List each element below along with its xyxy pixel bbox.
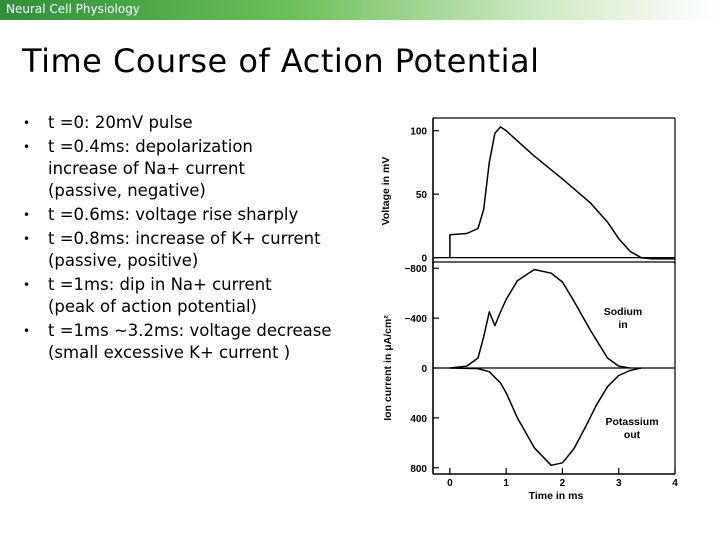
bullet-dot: • <box>23 116 31 130</box>
bullet-line: (passive, negative) <box>48 181 206 200</box>
bullet-line: t =0.8ms: increase of K+ current <box>48 229 321 248</box>
slide-title: Time Course of Action Potential <box>22 42 540 80</box>
bullet-item: • t =0.6ms: voltage rise sharply <box>20 204 365 226</box>
potassium-label: Potassium <box>605 416 658 428</box>
bullet-item: • t =0.4ms: depolarization increase of Na+… <box>20 136 365 202</box>
top-y-tick-label: 100 <box>410 127 427 138</box>
bullet-dot: • <box>23 208 31 222</box>
bottom-x-tick-label: 1 <box>503 478 509 489</box>
bottom-y-tick-label: 400 <box>410 414 427 425</box>
bottom-y-tick-label: −400 <box>404 314 427 325</box>
bullet-line: (small excessive K+ current ) <box>48 343 291 362</box>
bottom-x-tick-label: 4 <box>672 478 678 489</box>
potassium-current-trace <box>449 367 642 467</box>
bottom-x-tick-label: 3 <box>616 478 622 489</box>
bullet-dot: • <box>23 278 31 292</box>
bullet-dot: • <box>23 232 31 246</box>
bullet-list: • t =0: 20mV pulse • t =0.4ms: depolarizati… <box>20 112 365 366</box>
bottom-x-axis-label: Time in ms <box>529 490 584 502</box>
top-y-tick-label: 0 <box>421 254 427 265</box>
bottom-x-tick-label: 0 <box>447 478 453 489</box>
bottom-y-axis-label: Ion current in μA/cm² <box>382 315 394 421</box>
bottom-x-tick-label: 2 <box>560 478 566 489</box>
bullet-line: t =0.4ms: depolarization <box>48 137 253 156</box>
bottom-y-tick-label: 0 <box>421 364 427 375</box>
bullet-line: t =1ms: dip in Na+ current <box>48 275 272 294</box>
bullet-item: • t =0.8ms: increase of K+ current (passiv… <box>20 228 365 272</box>
potassium-label-out: out <box>624 429 641 441</box>
bullet-line: increase of Na+ current <box>48 159 245 178</box>
bullet-line: (passive, positive) <box>48 251 199 270</box>
top-y-tick-label: 50 <box>416 190 428 201</box>
bullet-line: t =0.6ms: voltage rise sharply <box>48 205 299 224</box>
bottom-y-tick-label: 800 <box>410 464 427 475</box>
bullet-line: t =0: 20mV pulse <box>48 113 193 132</box>
top-y-axis-label: Voltage in mV <box>380 157 392 226</box>
sodium-label: Sodium <box>604 306 643 318</box>
action-potential-figure: 100 50 0 Voltage in mV −800 −400 0 400 800 0 1 2 3 4 T… <box>365 112 685 502</box>
bullet-line: (peak of action potential) <box>48 297 257 316</box>
bullet-item: • t =1ms ~3.2ms: voltage decrease (small e… <box>20 320 365 364</box>
sodium-label-in: in <box>618 319 627 331</box>
header-bar: Neural Cell Physiology <box>0 0 720 20</box>
bullet-item: • t =0: 20mV pulse <box>20 112 365 134</box>
bullet-dot: • <box>23 324 31 338</box>
voltage-trace <box>449 126 675 260</box>
bullet-line: t =1ms ~3.2ms: voltage decrease <box>48 321 332 340</box>
header-title: Neural Cell Physiology <box>6 2 140 16</box>
figure-svg: 100 50 0 Voltage in mV −800 −400 0 400 800 0 1 2 3 4 T… <box>380 117 678 502</box>
bottom-y-tick-label: −800 <box>404 264 427 275</box>
sodium-current-trace <box>449 268 631 369</box>
bullet-dot: • <box>23 140 31 154</box>
bullet-item: • t =1ms: dip in Na+ current (peak of acti… <box>20 274 365 318</box>
